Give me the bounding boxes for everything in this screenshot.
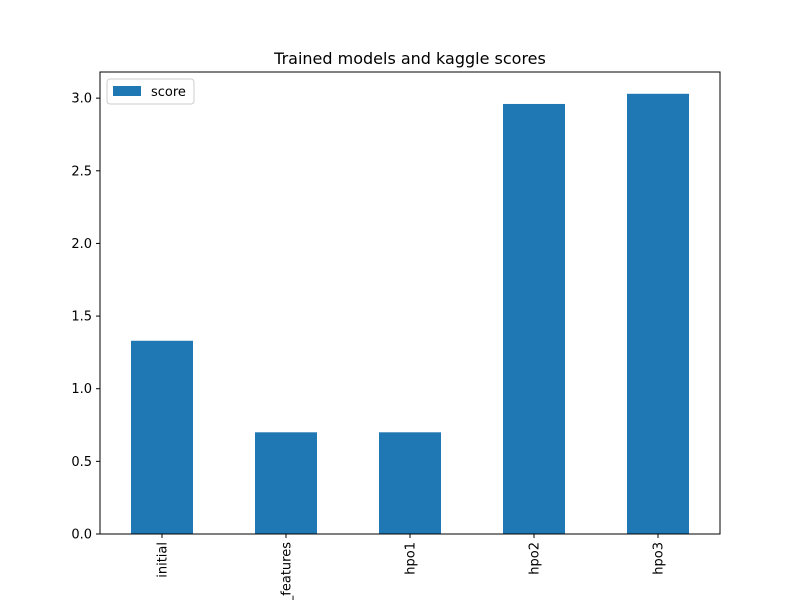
y-tick-label: 1.0 bbox=[71, 382, 92, 397]
legend-label: score bbox=[151, 85, 186, 100]
bar-initial bbox=[131, 340, 193, 534]
y-tick-label: 0.0 bbox=[71, 528, 92, 543]
legend-box bbox=[106, 78, 195, 105]
y-tick-label: 0.5 bbox=[71, 455, 92, 470]
bar-hpo1 bbox=[379, 432, 441, 534]
y-axis: 0.0 0.5 1.0 1.5 2.0 2.5 3.0 bbox=[71, 92, 100, 543]
chart-title: Trained models and kaggle scores bbox=[273, 49, 546, 68]
plot-frame bbox=[99, 71, 721, 535]
bars-group bbox=[131, 93, 689, 534]
bar-add_features bbox=[255, 432, 317, 534]
x-tick-label-initial: initial bbox=[156, 542, 171, 578]
y-tick-label: 3.0 bbox=[71, 92, 92, 107]
legend-swatch bbox=[113, 86, 141, 96]
bar-hpo2 bbox=[503, 103, 565, 534]
y-tick-label: 1.5 bbox=[71, 310, 92, 325]
legend: score bbox=[106, 78, 195, 105]
x-tick-label-hpo3: hpo3 bbox=[652, 542, 667, 575]
x-tick-label-add_features: add_features bbox=[280, 542, 295, 600]
x-tick-label-hpo1: hpo1 bbox=[404, 542, 419, 575]
bar-hpo3 bbox=[627, 93, 689, 534]
y-tick-label: 2.5 bbox=[71, 164, 92, 179]
x-tick-label-hpo2: hpo2 bbox=[528, 542, 543, 575]
y-tick-label: 2.0 bbox=[71, 237, 92, 252]
x-axis: initial add_features hpo1 hpo2 hpo3 bbox=[156, 534, 667, 600]
